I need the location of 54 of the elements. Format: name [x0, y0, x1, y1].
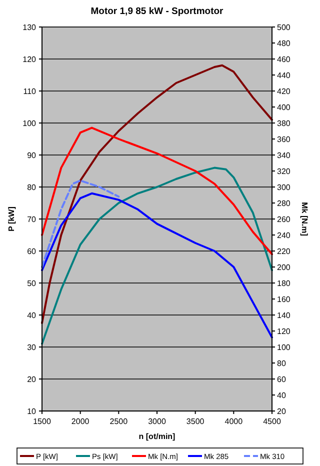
y-tick-label: 30 [27, 343, 37, 352]
x-tick-label: 1500 [33, 417, 52, 426]
y2-tick-label: 220 [277, 247, 291, 256]
x-tick-label: 4500 [263, 417, 282, 426]
y2-tick-label: 60 [277, 375, 286, 384]
y2-axis-title: Mk [N.m] [300, 202, 309, 236]
y2-tick-label: 200 [277, 263, 291, 272]
x-tick-label: 2000 [71, 417, 90, 426]
line-series [41, 126, 273, 256]
y-tick-label: 70 [27, 215, 37, 224]
y-tick-label: 110 [23, 87, 37, 96]
y-tick-label: 20 [27, 375, 37, 384]
y2-tick-label: 280 [277, 199, 291, 208]
y2-tick-label: 20 [277, 407, 286, 416]
x-tick-label: 4000 [224, 417, 244, 426]
y-tick-label: 40 [27, 311, 37, 320]
y2-tick-label: 320 [277, 167, 291, 176]
y2-tick-label: 120 [277, 327, 291, 336]
y2-tick-label: 500 [277, 23, 291, 32]
line-series [41, 64, 273, 324]
y2-tick-label: 40 [277, 391, 286, 400]
y-tick-label: 60 [27, 247, 37, 256]
x-tick-label: 2500 [110, 417, 128, 426]
y2-tick-label: 300 [277, 183, 291, 192]
y2-tick-label: 460 [277, 55, 291, 64]
y-tick-label: 80 [27, 183, 37, 192]
y2-tick-label: 160 [277, 295, 291, 304]
y-tick-label: 90 [27, 151, 37, 160]
y2-tick-label: 140 [277, 311, 291, 320]
y-tick-label: 100 [22, 119, 37, 128]
y2-tick-label: 380 [277, 119, 291, 128]
x-tick-label: 3000 [148, 417, 166, 426]
y-tick-label: 120 [22, 55, 37, 64]
y2-tick-label: 240 [277, 231, 291, 240]
y-tick-label: 10 [27, 407, 37, 416]
y2-tick-label: 340 [277, 151, 291, 160]
line-series [41, 166, 273, 345]
y2-tick-label: 100 [277, 343, 291, 352]
y2-tick-label: 420 [277, 87, 291, 96]
line-series [41, 180, 120, 268]
y2-tick-label: 480 [277, 39, 291, 48]
y-axis-title: P [kW] [7, 206, 16, 232]
y2-tick-label: 260 [277, 215, 291, 224]
x-tick-label: 3500 [186, 417, 205, 426]
line-series [41, 192, 273, 338]
y-tick-label: 50 [27, 279, 37, 288]
chart-title: Motor 1,9 85 kW - Sportmotor [90, 6, 224, 17]
y2-tick-label: 80 [277, 359, 286, 368]
y-tick-label: 130 [22, 23, 37, 32]
y2-tick-label: 180 [277, 279, 291, 288]
y2-tick-label: 360 [277, 135, 291, 144]
y2-tick-label: 400 [277, 103, 291, 112]
y2-tick-label: 440 [277, 71, 291, 80]
x-axis-title: n [ot/min] [138, 432, 176, 441]
